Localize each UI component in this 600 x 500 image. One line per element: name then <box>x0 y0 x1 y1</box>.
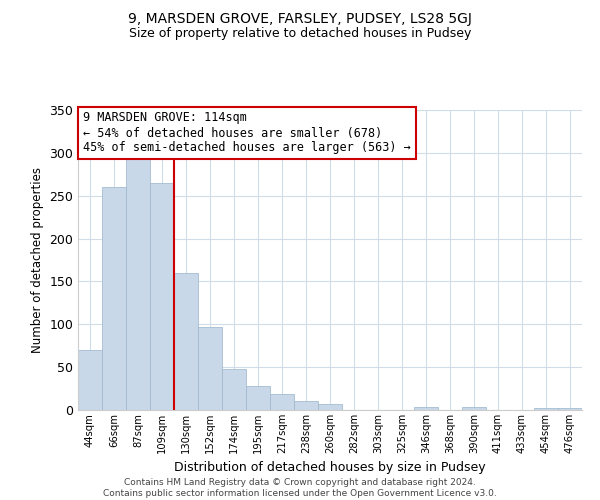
Bar <box>102 187 126 410</box>
Bar <box>78 350 102 410</box>
Bar <box>246 386 270 410</box>
Bar <box>150 183 174 410</box>
Text: Size of property relative to detached houses in Pudsey: Size of property relative to detached ho… <box>129 28 471 40</box>
Bar <box>558 408 582 410</box>
Bar <box>222 369 246 410</box>
Bar <box>174 273 198 410</box>
X-axis label: Distribution of detached houses by size in Pudsey: Distribution of detached houses by size … <box>174 462 486 474</box>
Bar <box>270 394 294 410</box>
Bar <box>414 406 438 410</box>
Bar <box>534 408 558 410</box>
Text: 9 MARSDEN GROVE: 114sqm
← 54% of detached houses are smaller (678)
45% of semi-d: 9 MARSDEN GROVE: 114sqm ← 54% of detache… <box>83 112 411 154</box>
Bar <box>198 327 222 410</box>
Bar <box>318 404 342 410</box>
Bar <box>462 408 486 410</box>
Text: Contains HM Land Registry data © Crown copyright and database right 2024.
Contai: Contains HM Land Registry data © Crown c… <box>103 478 497 498</box>
Text: 9, MARSDEN GROVE, FARSLEY, PUDSEY, LS28 5GJ: 9, MARSDEN GROVE, FARSLEY, PUDSEY, LS28 … <box>128 12 472 26</box>
Bar <box>294 402 318 410</box>
Y-axis label: Number of detached properties: Number of detached properties <box>31 167 44 353</box>
Bar <box>126 157 150 410</box>
